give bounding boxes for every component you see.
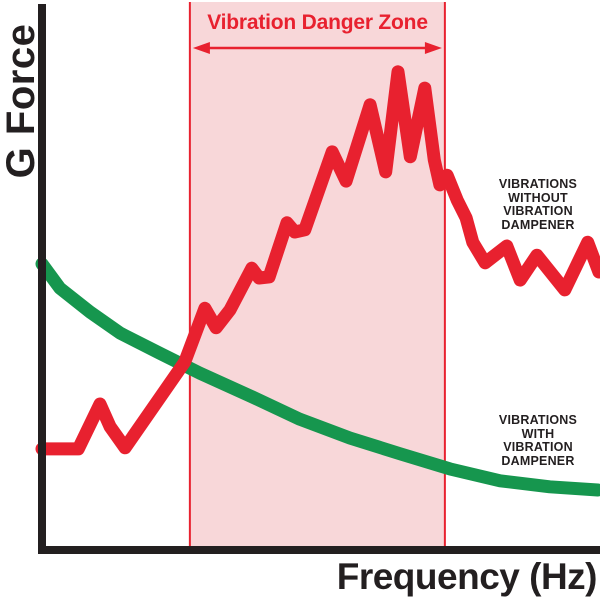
danger-zone-title: Vibration Danger Zone <box>207 11 428 34</box>
danger-zone-region <box>189 2 445 546</box>
green-series-line <box>35 257 600 497</box>
y-axis-label: G Force <box>0 23 43 179</box>
red-series-label: VIBRATIONS WITHOUT VIBRATION DAMPENER <box>498 177 578 232</box>
green-series-label: VIBRATIONS WITH VIBRATION DAMPENER <box>498 413 578 468</box>
arrow-left-head-icon <box>192 42 210 54</box>
arrow-right-head-icon <box>424 42 442 54</box>
x-axis-label: Frequency (Hz) <box>336 556 598 597</box>
red-series-line <box>35 65 600 456</box>
